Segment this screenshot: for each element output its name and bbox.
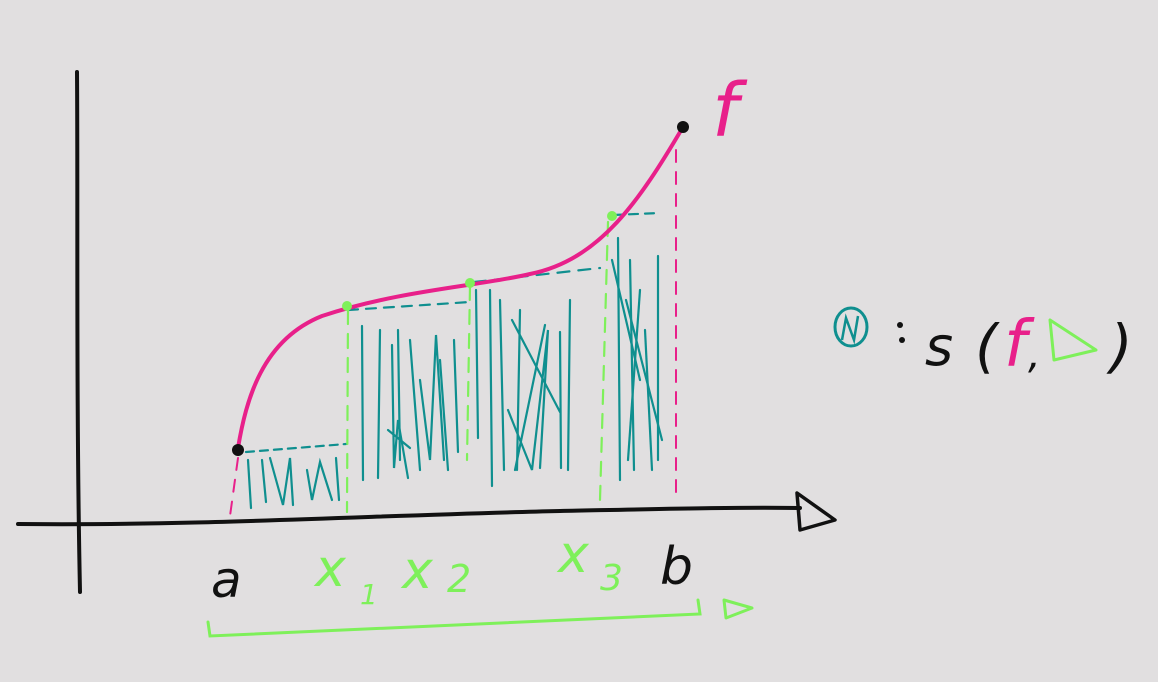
label-x1: x [313, 539, 347, 599]
hatched-rectangles [244, 211, 664, 510]
point-x2 [465, 278, 475, 288]
label-x3-subscript: 3 [600, 558, 623, 599]
rectangle-2 [346, 300, 472, 482]
x-axis [16, 505, 802, 527]
curve-points [232, 121, 689, 456]
label-x1-subscript: 1 [360, 578, 378, 611]
eq-s: s [925, 315, 953, 378]
rectangle-1 [244, 442, 348, 510]
point-x3 [607, 211, 617, 221]
partition-line-x3 [598, 220, 610, 502]
y-axis [75, 70, 82, 594]
label-a: a [211, 551, 242, 609]
rectangle-3 [472, 266, 602, 488]
point-a [232, 444, 244, 456]
label-x2-subscript: 2 [447, 557, 471, 601]
boundary-line-a [229, 457, 239, 517]
equals-sign [897, 322, 905, 343]
partition-line-x2 [465, 284, 472, 462]
eq-delta [1048, 318, 1098, 362]
function-curve [236, 125, 685, 450]
point-x1 [342, 301, 352, 311]
partition-lines [345, 220, 610, 514]
eq-open-paren: ( [975, 312, 1000, 380]
partition-bracket [206, 598, 702, 638]
rectangle-4 [610, 211, 664, 482]
point-b [677, 121, 689, 133]
label-b: b [660, 537, 693, 597]
boundary-lines [229, 149, 677, 517]
hatched-area-symbol [833, 306, 869, 348]
label-f: f [712, 68, 748, 154]
eq-comma: , [1028, 332, 1041, 378]
label-x2: x [400, 541, 434, 601]
x-axis-arrowhead [795, 491, 837, 532]
eq-close-paren: ) [1106, 312, 1133, 380]
label-x3: x [556, 525, 590, 585]
partition-line-x1 [345, 308, 350, 514]
label-delta: Δ [0, 0, 1, 1]
delta-symbol-bracket [722, 598, 754, 620]
axes [16, 70, 837, 594]
equation: s ( f , ) [833, 306, 1133, 382]
